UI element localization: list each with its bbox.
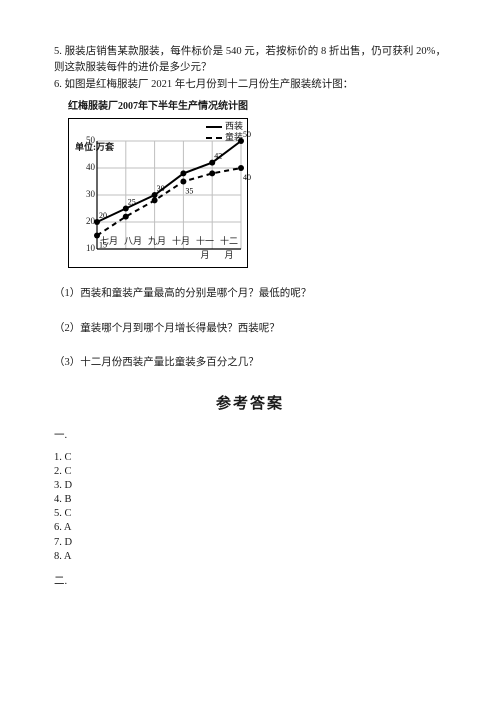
chart-ytick: 50 xyxy=(77,134,95,148)
chart-title: 红梅服装厂2007年下半年生产情况统计图 xyxy=(68,99,446,115)
legend-label-western: 西装 xyxy=(225,121,243,132)
legend-swatch-dash xyxy=(206,137,222,139)
answers-list: 1. C2. C3. D4. B5. C6. A7. D8. A xyxy=(54,451,446,564)
section-2-header: 二. xyxy=(54,574,446,590)
answer-item: 4. B xyxy=(54,493,446,507)
svg-text:25: 25 xyxy=(128,198,136,207)
answers-title: 参考答案 xyxy=(54,393,446,416)
section-1-header: 一. xyxy=(54,428,446,444)
svg-text:42: 42 xyxy=(214,152,222,161)
page: 5. 服装店销售某款服装，每件标价是 540 元，若按标价的 8 折出售，仍可获… xyxy=(0,0,500,707)
answer-item: 7. D xyxy=(54,536,446,550)
svg-text:40: 40 xyxy=(243,173,251,182)
chart-xtick: 九月 xyxy=(145,235,169,263)
legend-swatch-solid xyxy=(206,126,222,128)
svg-text:35: 35 xyxy=(185,187,193,196)
answer-item: 8. A xyxy=(54,550,446,564)
chart-plot: 2025304250153540 xyxy=(97,141,241,249)
chart-ytick: 10 xyxy=(77,242,95,256)
subq-2: （2）童装哪个月到哪个月增长得最快？西装呢？ xyxy=(54,321,446,337)
answer-item: 3. D xyxy=(54,479,446,493)
chart-frame: 西装 童装 单位:万套 1020304050 2025304250153540 … xyxy=(68,118,248,268)
chart-xtick: 七月 xyxy=(97,235,121,263)
chart-xtick: 十月 xyxy=(169,235,193,263)
chart-xtick: 十二月 xyxy=(217,235,241,263)
answer-item: 1. C xyxy=(54,451,446,465)
chart-xaxis: 七月八月九月十月十一月十二月 xyxy=(97,235,241,263)
answer-item: 5. C xyxy=(54,507,446,521)
chart-block: 红梅服装厂2007年下半年生产情况统计图 西装 童装 单位:万套 1020304… xyxy=(68,99,446,269)
svg-text:30: 30 xyxy=(157,184,165,193)
problem-5: 5. 服装店销售某款服装，每件标价是 540 元，若按标价的 8 折出售，仍可获… xyxy=(54,44,446,77)
legend-row-western: 西装 xyxy=(206,121,243,132)
chart-xtick: 十一月 xyxy=(193,235,217,263)
svg-text:20: 20 xyxy=(99,211,107,220)
svg-text:50: 50 xyxy=(243,130,251,139)
chart-xtick: 八月 xyxy=(121,235,145,263)
subq-1: （1）西装和童装产量最高的分别是哪个月？最低的呢？ xyxy=(54,286,446,302)
answer-item: 6. A xyxy=(54,521,446,535)
chart-legend: 西装 童装 xyxy=(206,121,243,143)
problem-6: 6. 如图是红梅服装厂 2021 年七月份到十二月份生产服装统计图： xyxy=(54,77,446,93)
chart-ytick: 30 xyxy=(77,188,95,202)
subq-3: （3）十二月份西装产量比童装多百分之几？ xyxy=(54,355,446,371)
answer-item: 2. C xyxy=(54,465,446,479)
chart-ytick: 20 xyxy=(77,215,95,229)
chart-ytick: 40 xyxy=(77,161,95,175)
